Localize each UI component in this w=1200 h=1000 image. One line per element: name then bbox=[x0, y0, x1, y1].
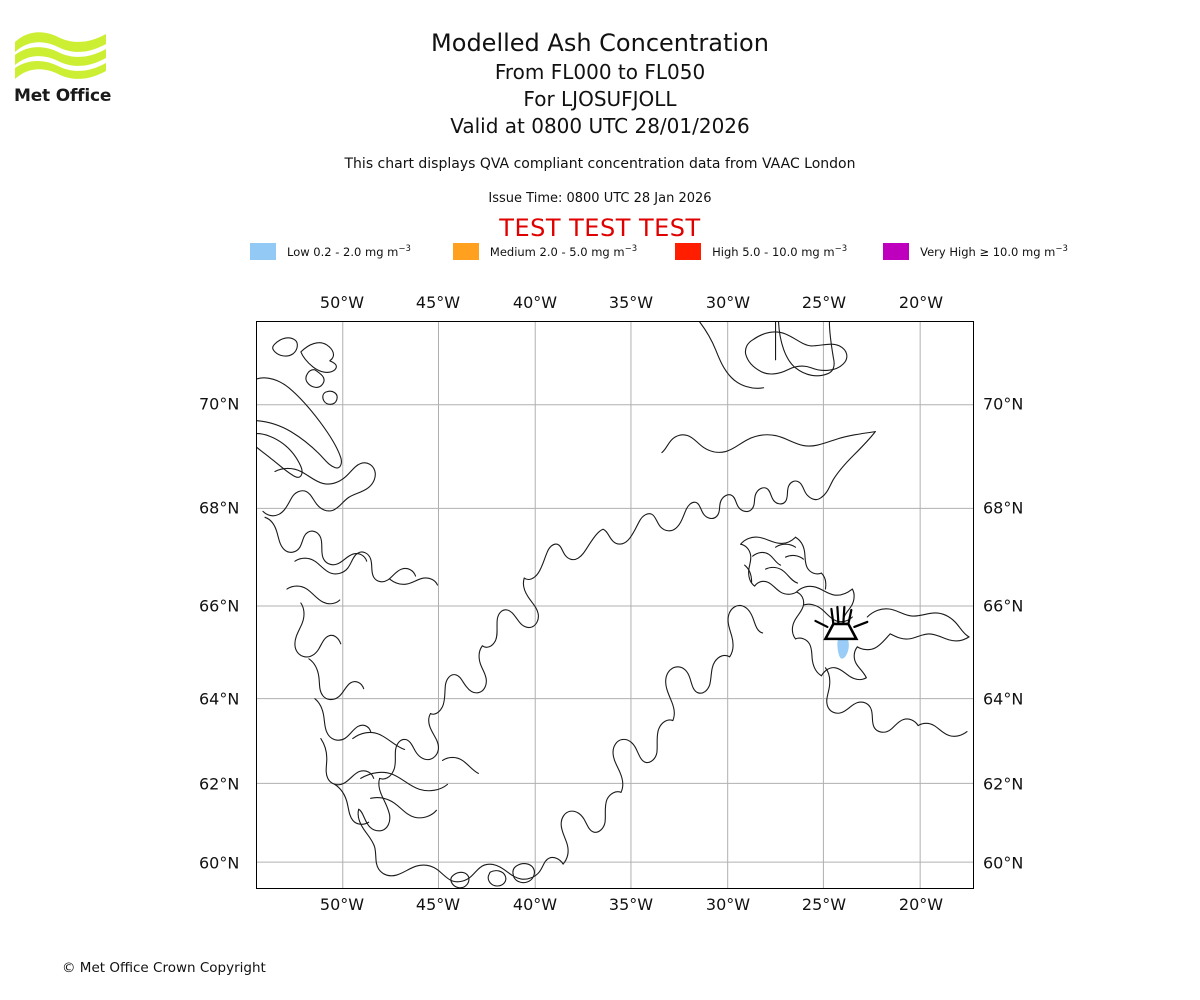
lat-tick-left-66n: 66°N bbox=[199, 596, 240, 616]
map-canvas[interactable] bbox=[257, 322, 973, 888]
lon-tick-top-25w: 25°W bbox=[801, 293, 847, 312]
lon-tick-bottom-35w: 35°W bbox=[608, 895, 654, 914]
copyright-notice: © Met Office Crown Copyright bbox=[62, 960, 266, 976]
lon-tick-bottom-30w: 30°W bbox=[705, 895, 751, 914]
lat-tick-left-62n: 62°N bbox=[199, 774, 240, 794]
legend-label-very-high: Very High ≥ 10.0 mg m−3 bbox=[920, 243, 1068, 259]
lat-tick-left-68n: 68°N bbox=[199, 498, 240, 518]
map-gridlines bbox=[257, 322, 973, 888]
lon-tick-bottom-25w: 25°W bbox=[801, 895, 847, 914]
volcano-marker-icon bbox=[814, 605, 869, 641]
legend-label-medium: Medium 2.0 - 5.0 mg m−3 bbox=[489, 243, 638, 259]
lat-tick-right-68n: 68°N bbox=[983, 498, 1024, 518]
lat-tick-right-60n: 60°N bbox=[983, 853, 1024, 873]
title-block: Modelled Ash Concentration From FL000 to… bbox=[0, 28, 1200, 140]
lon-tick-top-50w: 50°W bbox=[319, 293, 365, 312]
lat-tick-right-70n: 70°N bbox=[983, 394, 1024, 414]
lon-tick-bottom-20w: 20°W bbox=[898, 895, 944, 914]
lon-tick-bottom-40w: 40°W bbox=[512, 895, 558, 914]
lat-tick-left-64n: 64°N bbox=[199, 689, 240, 709]
legend-label-low: Low 0.2 - 2.0 mg m−3 bbox=[287, 243, 411, 259]
logo-label: Met Office bbox=[14, 86, 112, 106]
legend-swatch-low bbox=[250, 242, 276, 260]
flight-level-subtitle: From FL000 to FL050 bbox=[494, 60, 706, 84]
lon-tick-top-35w: 35°W bbox=[608, 293, 654, 312]
qva-note: This chart displays QVA compliant concen… bbox=[344, 156, 856, 172]
lat-tick-right-62n: 62°N bbox=[983, 774, 1024, 794]
coastline-paths bbox=[257, 322, 970, 888]
lat-tick-right-64n: 64°N bbox=[983, 689, 1024, 709]
page-title: Modelled Ash Concentration bbox=[431, 29, 769, 57]
legend-item-medium: Medium 2.0 - 5.0 mg m−3 bbox=[452, 242, 638, 260]
legend-swatch-very-high bbox=[883, 242, 910, 260]
lon-tick-top-40w: 40°W bbox=[512, 293, 558, 312]
lon-tick-top-20w: 20°W bbox=[898, 293, 944, 312]
legend-item-low: Low 0.2 - 2.0 mg m−3 bbox=[250, 242, 411, 260]
lat-tick-left-70n: 70°N bbox=[199, 394, 240, 414]
legend-item-very-high: Very High ≥ 10.0 mg m−3 bbox=[883, 242, 1068, 260]
lat-tick-right-66n: 66°N bbox=[983, 596, 1024, 616]
legend-item-high: High 5.0 - 10.0 mg m−3 bbox=[675, 242, 848, 260]
lon-tick-bottom-50w: 50°W bbox=[319, 895, 365, 914]
met-office-logo: Met Office bbox=[14, 28, 114, 113]
issue-time: Issue Time: 0800 UTC 28 Jan 2026 bbox=[488, 191, 712, 206]
volcano-subtitle: For LJOSUFJOLL bbox=[523, 87, 677, 111]
valid-time-subtitle: Valid at 0800 UTC 28/01/2026 bbox=[450, 114, 750, 138]
legend-label-high: High 5.0 - 10.0 mg m−3 bbox=[712, 243, 848, 259]
test-banner: TEST TEST TEST bbox=[499, 214, 701, 242]
lat-tick-left-60n: 60°N bbox=[199, 853, 240, 873]
legend-swatch-high bbox=[675, 242, 702, 260]
lon-tick-top-45w: 45°W bbox=[415, 293, 461, 312]
lon-tick-bottom-45w: 45°W bbox=[415, 895, 461, 914]
ash-plume-low bbox=[837, 635, 849, 659]
lon-tick-top-30w: 30°W bbox=[705, 293, 751, 312]
ash-concentration-map[interactable] bbox=[256, 321, 974, 889]
met-office-waves-icon bbox=[15, 32, 106, 79]
concentration-legend: Low 0.2 - 2.0 mg m−3 Medium 2.0 - 5.0 mg… bbox=[250, 241, 1068, 261]
legend-swatch-medium bbox=[452, 242, 479, 260]
